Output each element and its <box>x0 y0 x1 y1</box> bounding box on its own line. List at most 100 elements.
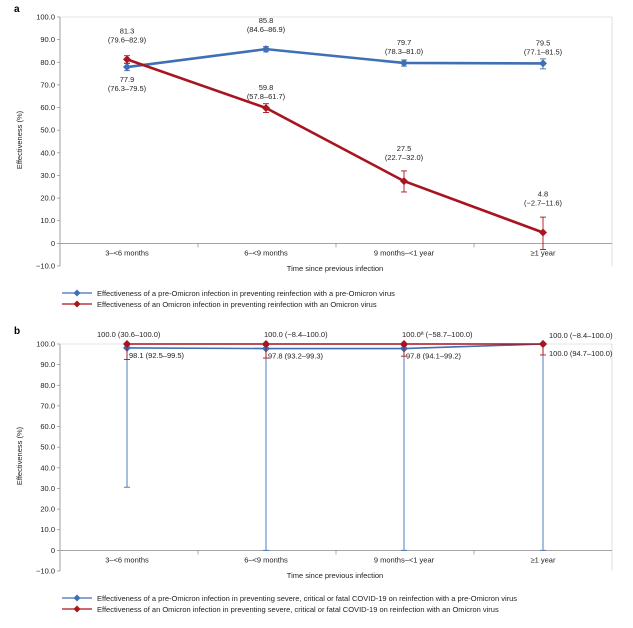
data-label: 100.0 (94.7–100.0) <box>549 349 613 358</box>
y-tick-label: 100.0 <box>36 13 55 22</box>
y-tick-label: 0 <box>51 239 55 248</box>
panel-a-x-axis: 3–<6 months 6–<9 months 9 months–<1 year ≥1… <box>105 243 556 257</box>
data-label-value: 77.9 <box>120 75 135 84</box>
panel-b-axes <box>59 343 613 571</box>
data-label-ci: (78.3–81.0) <box>385 47 424 56</box>
series-line <box>126 47 544 69</box>
panel-a-legend: Effectiveness of a pre-Omicron infection… <box>62 289 395 309</box>
data-label-ci: (84.6–86.9) <box>247 25 286 34</box>
data-point-marker <box>262 45 270 54</box>
y-tick-label: 90.0 <box>40 360 55 369</box>
x-tick-label: 9 months–<1 year <box>374 248 435 257</box>
data-point-marker <box>123 340 131 348</box>
data-label-ci: (79.6–82.9) <box>108 35 147 44</box>
panel-a-letter: a <box>14 4 20 15</box>
x-tick-label: ≥1 year <box>531 555 556 564</box>
y-tick-label: 70.0 <box>40 80 55 89</box>
data-label-ci: (76.3–79.5) <box>108 84 147 93</box>
y-tick-label: 20.0 <box>40 194 55 203</box>
data-point-marker <box>539 228 547 237</box>
data-label: 100.0ª (−58.7–100.0) <box>402 330 473 339</box>
y-tick-label: 80.0 <box>40 58 55 67</box>
panel-b-x-label: Time since previous infection <box>287 571 383 580</box>
data-point-marker <box>262 340 270 348</box>
data-point-marker <box>539 59 547 68</box>
data-label: 98.1 (92.5–99.5) <box>129 351 185 360</box>
y-tick-label: 40.0 <box>40 148 55 157</box>
legend-item-a-blue: Effectiveness of a pre-Omicron infection… <box>62 289 395 298</box>
data-label: 100.0 (−8.4–100.0) <box>264 330 328 339</box>
data-label-value: 81.3 <box>120 26 135 35</box>
data-point-marker <box>123 63 131 72</box>
data-label: 100.0 (−8.4–100.0) <box>549 331 613 340</box>
y-tick-label: 100.0 <box>36 340 55 349</box>
data-label: 100.0 (30.6–100.0) <box>97 330 161 339</box>
y-tick-label: 0 <box>51 546 55 555</box>
x-tick-label: 9 months–<1 year <box>374 555 435 564</box>
legend-label-a-red: Effectiveness of an Omicron infection in… <box>97 300 377 309</box>
panel-a-y-axis: 100.0 90.0 80.0 70.0 60.0 50.0 40.0 30.0 20.0 10.… <box>36 13 60 271</box>
panel-b-series: 98.1 (92.5–99.5) 97.8 (93.2–99.3) 97.8 (94… <box>97 330 613 551</box>
y-tick-label: 30.0 <box>40 171 55 180</box>
panel-a: a 100.090.080.070.060.050.040.030.020.01… <box>14 4 613 309</box>
y-tick-label: −10.0 <box>36 262 55 271</box>
y-tick-label: 80.0 <box>40 381 55 390</box>
data-label-value: 59.8 <box>259 83 274 92</box>
legend-marker-red <box>73 605 81 613</box>
panel-b: b 100.090.080.070.060.050.040.030.020.01… <box>14 326 613 614</box>
data-label: 97.8 (93.2–99.3) <box>268 352 324 361</box>
y-tick-label: −10.0 <box>36 567 55 576</box>
legend-item-a-red: Effectiveness of an Omicron infection in… <box>62 300 377 309</box>
legend-marker-red <box>73 300 81 308</box>
legend-marker-blue <box>73 594 81 602</box>
data-point-marker <box>123 55 131 64</box>
y-tick-label: 60.0 <box>40 422 55 431</box>
data-label-ci: (22.7–32.0) <box>385 153 424 162</box>
y-tick-label: 10.0 <box>40 525 55 534</box>
panel-b-y-axis: 100.0 90.0 80.0 70.0 60.0 50.0 40.0 30.0 20.0 10.… <box>36 340 60 576</box>
y-tick-label: 50.0 <box>40 443 55 452</box>
x-tick-label: 6–<9 months <box>244 248 288 257</box>
series-line <box>126 343 544 350</box>
data-point-marker <box>539 340 547 348</box>
y-tick-label: 40.0 <box>40 463 55 472</box>
data-label-value: 4.8 <box>538 189 548 198</box>
legend-marker-blue <box>73 289 81 297</box>
x-tick-label: 3–<6 months <box>105 248 149 257</box>
data-label-ci: (77.1–81.5) <box>524 47 563 56</box>
x-tick-label: 6–<9 months <box>244 555 288 564</box>
data-label-value: 79.7 <box>397 38 412 47</box>
panel-a-y-label: Effectiveness (%) <box>15 110 24 169</box>
panel-b-y-label: Effectiveness (%) <box>15 426 24 485</box>
x-tick-label: 3–<6 months <box>105 555 149 564</box>
legend-label-a-blue: Effectiveness of a pre-Omicron infection… <box>97 289 395 298</box>
y-tick-label: 70.0 <box>40 401 55 410</box>
data-label-value: 85.8 <box>259 16 274 25</box>
x-tick-label: ≥1 year <box>531 248 556 257</box>
y-tick-label: 10.0 <box>40 216 55 225</box>
data-point-marker <box>262 103 270 112</box>
panel-b-legend: Effectiveness of a pre-Omicron infection… <box>62 594 517 614</box>
data-label: 97.8 (94.1–99.2) <box>406 352 462 361</box>
panel-b-letter: b <box>14 326 20 337</box>
data-label-ci: (57.8–61.7) <box>247 92 286 101</box>
legend-item-b-red: Effectiveness of an Omicron infection in… <box>62 605 499 614</box>
panel-a-x-label: Time since previous infection <box>287 264 383 273</box>
data-label-value: 79.5 <box>536 38 551 47</box>
y-tick-label: 30.0 <box>40 484 55 493</box>
legend-label-b-red: Effectiveness of an Omicron infection in… <box>97 605 499 614</box>
data-point-marker <box>400 177 408 186</box>
y-tick-label: 90.0 <box>40 35 55 44</box>
series-line <box>126 58 544 234</box>
data-label-value: 27.5 <box>397 144 412 153</box>
data-point-marker <box>400 340 408 348</box>
y-tick-label: 20.0 <box>40 505 55 514</box>
legend-item-b-blue: Effectiveness of a pre-Omicron infection… <box>62 594 517 603</box>
panel-a-series: 77.9(76.3–79.5) 85.8(84.6–86.9) 79.7(78.3–… <box>108 16 563 250</box>
y-tick-label: 60.0 <box>40 103 55 112</box>
y-tick-label: 50.0 <box>40 126 55 135</box>
data-point-marker <box>400 58 408 67</box>
legend-label-b-blue: Effectiveness of a pre-Omicron infection… <box>97 594 517 603</box>
data-label-ci: (−2.7–11.6) <box>524 198 563 207</box>
